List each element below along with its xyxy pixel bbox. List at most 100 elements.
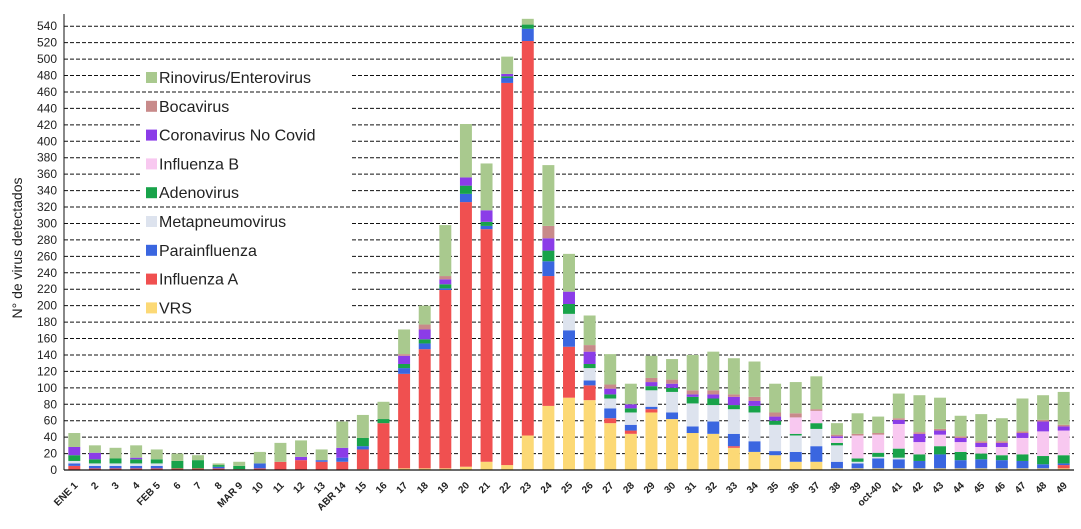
x-tick-label: 27 [601,480,617,496]
bar-segment-influenza-b [851,435,864,459]
bar-segment-influenza-a [480,229,493,462]
bar-segment-rinovirus-enterovirus [192,455,204,461]
bar-segment-influenza-a [418,349,431,469]
legend-label: Metapneumovirus [159,214,286,231]
bar-segment-coronavirus-no-covid [439,279,452,285]
bar-segment-parainfluenza [748,441,761,452]
bar-segment-rinovirus-enterovirus [439,225,452,277]
bar-segment-adenovirus [109,458,122,464]
bar-segment-bocavirus [727,394,740,397]
legend: Rinovirus/Enterovirus Bocavirus Coronaviru… [142,66,352,321]
bar-segment-adenovirus [130,459,143,464]
bar-segment-coronavirus-no-covid [563,291,575,304]
y-tick-label: 80 [44,397,58,411]
bar-segment-rinovirus-enterovirus [1016,398,1029,432]
x-tick-label: 26 [580,480,596,496]
bar-segment-adenovirus [542,250,555,262]
bar-segment-parainfluenza [727,433,740,447]
y-tick-label: 260 [37,249,57,263]
y-tick-label: 160 [37,332,57,346]
bar-segment-bocavirus [975,441,988,443]
y-tick-label: 140 [37,348,57,362]
bar-segment-influenza-a [130,468,143,470]
legend-background [142,181,352,206]
x-tick-label: 7 [192,480,204,492]
bar-segment-vrs [1057,468,1070,470]
bar-segment-coronavirus-no-covid [130,457,143,460]
y-tick-label: 540 [37,19,57,33]
x-tick-label: 19 [436,480,452,496]
y-tick-label: 480 [37,69,57,83]
x-tick-label: 30 [663,480,679,496]
bar-segment-influenza-a [727,446,740,448]
bar-segment-parainfluenza [934,454,946,469]
bar-segment-bocavirus [686,390,699,395]
y-axis: 0 20 40 60 80 100 120 140 160 180 200 220 240 260 280 3… [37,14,65,477]
y-tick-label: 40 [44,430,58,444]
x-tick-label: 42 [910,480,926,496]
bar-segment-metapneumovirus [666,391,679,413]
bar-segment-influenza-b [830,437,843,443]
bar-segment-rinovirus-enterovirus [892,393,905,419]
y-tick-label: 300 [37,216,57,230]
legend-swatch [146,187,157,199]
x-tick-label: 44 [951,480,967,496]
bar-segment-vrs [748,451,761,470]
bar-segment-influenza-a [356,449,369,470]
bar-segment-adenovirus [830,442,843,446]
bar-segment-parainfluenza [212,466,225,469]
bar-segment-influenza-b [954,442,967,452]
bar-segment-adenovirus [645,386,658,391]
bar-segment-influenza-a [501,82,514,466]
bar-segment-adenovirus [1037,456,1050,465]
bar-segment-adenovirus [810,423,823,429]
bar-segment-vrs [1037,468,1050,470]
bar-segment-vrs [707,433,720,470]
bar-segment-rinovirus-enterovirus [851,413,864,434]
bar-segment-coronavirus-no-covid [686,394,699,397]
bar-segment-bocavirus [934,428,946,431]
bar-segment-rinovirus-enterovirus [88,445,101,453]
x-tick-label: 2 [89,480,101,492]
legend-background [142,238,352,263]
bar-segment-vrs [398,468,411,470]
bar-segment-parainfluenza [501,77,514,83]
bar-segment-bocavirus [418,324,431,330]
bar-segment-adenovirus [769,420,782,425]
bar-segment-parainfluenza [954,460,967,469]
x-tick-label: 22 [498,480,514,496]
x-tick-label: 13 [312,480,328,496]
bar-segment-parainfluenza [645,406,658,410]
bar-segment-adenovirus [171,460,184,469]
bar-segment-parainfluenza [892,459,905,469]
x-tick-label: FEB 5 [135,480,163,508]
bar-segment-parainfluenza [542,261,555,277]
bar-segment-coronavirus-no-covid [727,396,740,406]
x-tick-label: 11 [271,480,287,496]
bar-segment-metapneumovirus [872,456,885,459]
y-tick-label: 420 [37,118,57,132]
bar-segment-coronavirus-no-covid [459,177,472,186]
bar-segment-rinovirus-enterovirus [1057,391,1070,425]
bar-segment-metapneumovirus [604,398,617,409]
x-tick-label: 41 [889,480,905,496]
x-tick-label: 15 [353,480,369,496]
bar-segment-influenza-b [810,410,823,424]
bar-segment-influenza-a [439,290,452,469]
x-tick-label: 20 [456,480,472,496]
bar-segment-rinovirus-enterovirus [748,361,761,397]
x-tick-label: 23 [518,480,534,496]
bar-segment-rinovirus-enterovirus [686,354,699,391]
bar-segment-rinovirus-enterovirus [274,442,287,462]
bar-segment-coronavirus-no-covid [995,442,1008,447]
bar-segment-coronavirus-no-covid [583,351,596,364]
x-tick-label: 49 [1054,480,1070,496]
bars [68,18,1070,470]
bar-segment-vrs [769,455,782,470]
bar-segment-coronavirus-no-covid [645,382,658,387]
bar-segment-adenovirus [727,405,740,410]
x-tick-label: 8 [213,480,225,492]
bar-segment-vrs [563,397,575,470]
bar-segment-coronavirus-no-covid [624,404,637,409]
